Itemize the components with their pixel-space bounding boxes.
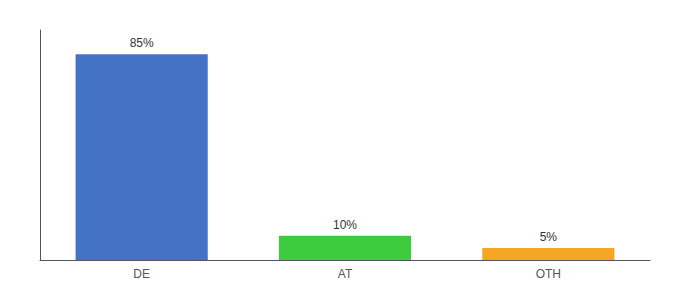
svg-text:5%: 5% — [540, 230, 558, 244]
svg-text:OTH: OTH — [536, 267, 561, 281]
svg-text:10%: 10% — [333, 218, 357, 232]
svg-text:85%: 85% — [130, 36, 154, 50]
svg-text:DE: DE — [133, 267, 150, 281]
svg-text:AT: AT — [338, 267, 353, 281]
